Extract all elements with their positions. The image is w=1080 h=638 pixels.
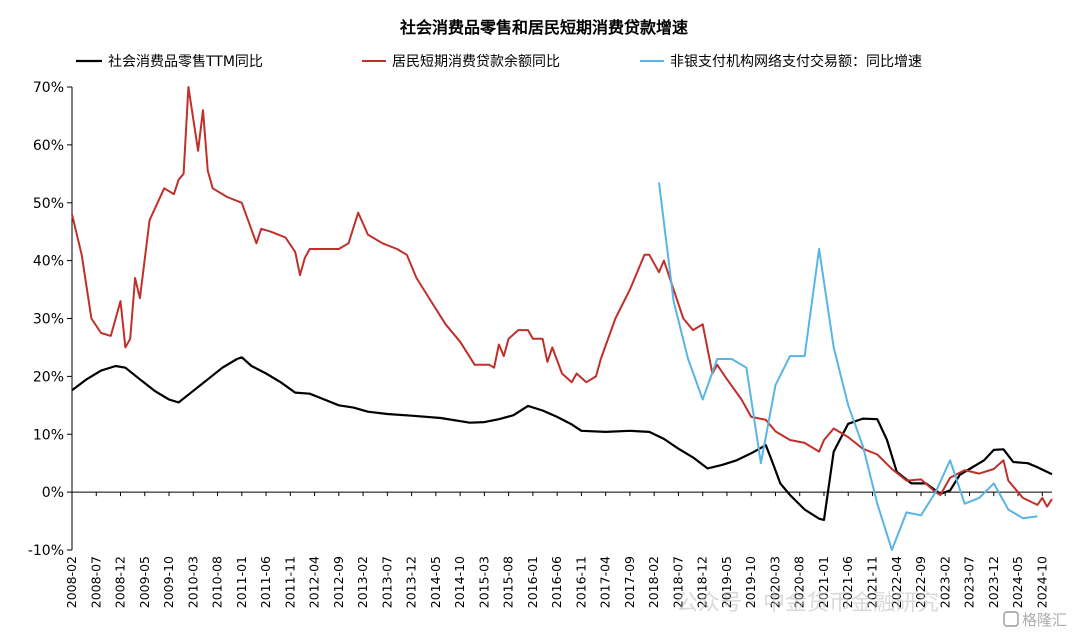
x-tick-label: 2019-10 <box>743 556 758 608</box>
y-tick-label: 20% <box>33 369 64 385</box>
x-tick-label: 2021-11 <box>864 556 879 608</box>
x-tick-label: 2017-04 <box>598 556 613 608</box>
x-tick-label: 2013-12 <box>404 556 419 608</box>
x-tick-label: 2011-01 <box>234 556 249 608</box>
x-tick-label: 2018-12 <box>695 556 710 608</box>
x-tick-label: 2018-07 <box>670 556 685 608</box>
watermark-logo-text: 格隆汇 <box>1022 611 1067 629</box>
x-tick-label: 2022-04 <box>889 556 904 608</box>
x-tick-label: 2018-02 <box>646 556 661 608</box>
x-tick-label: 2008-12 <box>113 556 128 608</box>
x-tick-label: 2023-07 <box>962 556 977 608</box>
x-tick-label: 2015-03 <box>476 556 491 608</box>
x-tick-label: 2011-11 <box>282 556 297 608</box>
legend-label-consumer-loan: 居民短期消费贷款余额同比 <box>392 53 560 70</box>
watermark: 公众号 · 中金货币金融研究 格隆汇 <box>676 591 1067 629</box>
y-tick-label: 50% <box>33 196 64 212</box>
y-tick-label: 40% <box>33 254 64 270</box>
x-tick-label: 2024-10 <box>1034 556 1049 608</box>
x-tick-label: 2012-04 <box>307 556 322 608</box>
x-tick-label: 2017-09 <box>622 556 637 608</box>
x-tick-label: 2022-09 <box>913 556 928 608</box>
x-tick-label: 2020-08 <box>792 556 807 608</box>
x-tick-label: 2023-02 <box>937 556 952 608</box>
x-tick-label: 2010-03 <box>185 556 200 608</box>
x-axis: 2008-02 2008-07 2008-12 2009-05 2009-10 2010-… <box>64 491 1052 608</box>
series-layer <box>71 86 1053 551</box>
y-tick-label: 10% <box>33 427 64 443</box>
x-tick-label: 2016-06 <box>549 556 564 608</box>
watermark-logo-icon <box>1003 611 1019 627</box>
x-tick-label: 2021-01 <box>816 556 831 608</box>
y-tick-label: 0% <box>42 485 64 501</box>
x-tick-label: 2014-05 <box>428 556 443 608</box>
x-tick-label: 2023-12 <box>986 556 1001 608</box>
x-tick-label: 2020-03 <box>767 556 782 608</box>
y-tick-label: 60% <box>33 138 64 154</box>
x-tick-label: 2009-10 <box>161 556 176 608</box>
x-tick-label: 2024-05 <box>1010 556 1025 608</box>
y-axis: -10% 0% 10% 20% 30% 40% 50% 60% 70% <box>28 80 73 559</box>
x-tick-label: 2013-07 <box>379 556 394 608</box>
watermark-text: 公众号 · 中金货币金融研究 <box>676 591 939 616</box>
x-tick-label: 2016-01 <box>525 556 540 608</box>
y-tick-label: 70% <box>33 80 64 96</box>
x-tick-label: 2009-05 <box>137 556 152 608</box>
series-line-consumer-loan <box>71 86 1053 508</box>
series-line-online-payment <box>658 182 1038 551</box>
x-tick-label: 2008-07 <box>88 556 103 608</box>
series-line-retail <box>71 356 1053 521</box>
x-tick-label: 2012-09 <box>331 556 346 608</box>
x-tick-label: 2010-08 <box>210 556 225 608</box>
x-tick-label: 2008-02 <box>64 556 79 608</box>
x-tick-label: 2019-05 <box>719 556 734 608</box>
y-tick-label: 30% <box>33 312 64 328</box>
legend-label-retail: 社会消费品零售TTM同比 <box>108 54 263 70</box>
x-tick-label: 2015-08 <box>501 556 516 608</box>
x-tick-label: 2016-11 <box>573 556 588 608</box>
x-tick-label: 2013-02 <box>355 556 370 608</box>
x-tick-label: 2014-10 <box>452 556 467 608</box>
x-tick-label: 2011-06 <box>258 556 273 608</box>
x-tick-label: 2021-06 <box>840 556 855 608</box>
chart-title: 社会消费品零售和居民短期消费贷款增速 <box>399 18 688 37</box>
y-tick-label: -10% <box>28 543 64 559</box>
legend: 社会消费品零售TTM同比 居民短期消费贷款余额同比 非银支付机构网络支付交易额：… <box>76 53 922 70</box>
legend-label-online-payment: 非银支付机构网络支付交易额：同比增速 <box>670 53 922 70</box>
